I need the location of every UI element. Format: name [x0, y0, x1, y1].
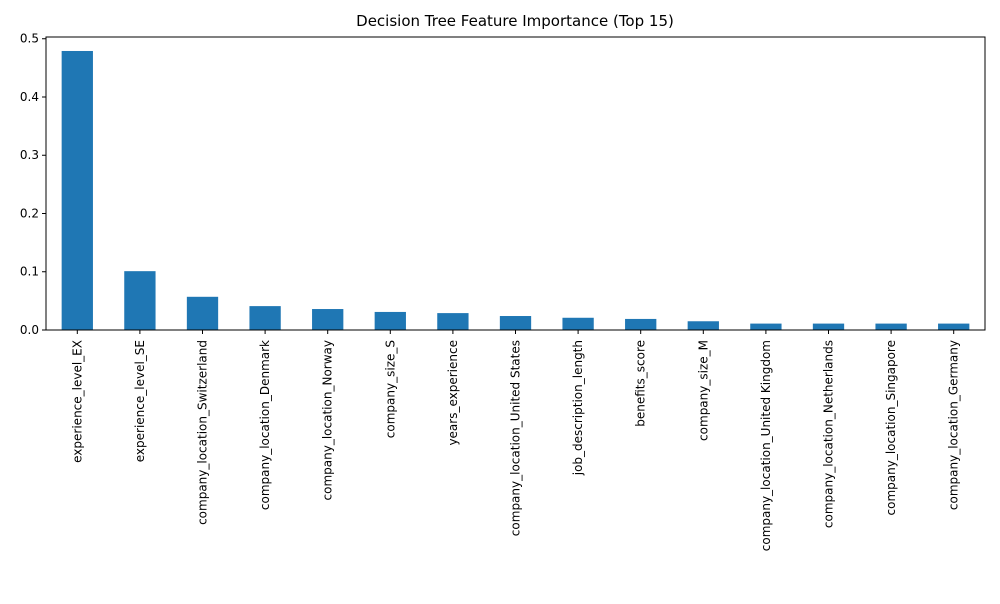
x-axis: experience_level_EX experience_level_SE co… — [70, 330, 961, 551]
bar-company-location-germany — [938, 323, 970, 330]
x-tick-label: company_size_S — [383, 340, 397, 438]
bar-years-experience — [437, 313, 469, 330]
bar-benefits-score — [625, 318, 657, 330]
bar-experience-level-ex — [61, 50, 93, 331]
chart-title: Decision Tree Feature Importance (Top 15… — [356, 12, 674, 30]
x-tick-label: company_location_Norway — [321, 340, 335, 500]
y-tick-label: 0.2 — [20, 206, 39, 220]
x-tick-label: company_location_Denmark — [258, 340, 272, 510]
bar-company-location-united-states — [499, 316, 532, 330]
bar-experience-level-se — [124, 271, 156, 330]
x-tick-label: company_location_Switzerland — [196, 340, 210, 525]
x-tick-label: experience_level_EX — [70, 340, 84, 463]
bar-company-location-norway — [312, 309, 344, 330]
x-tick-label: company_size_M — [696, 340, 710, 441]
x-tick-label: experience_level_SE — [133, 340, 147, 462]
x-tick-label: years_experience — [446, 340, 460, 446]
x-tick-label: company_location_Netherlands — [822, 340, 836, 528]
plot-frame — [45, 36, 986, 331]
x-tick-label: company_location_United Kingdom — [759, 340, 773, 551]
bar-company-size-s — [374, 311, 406, 330]
bar-company-location-united-kingdom — [750, 323, 782, 330]
x-tick-label: company_location_Germany — [947, 340, 961, 510]
y-tick-label: 0.0 — [20, 323, 39, 337]
bar-company-size-m — [687, 321, 719, 330]
bar-company-location-denmark — [249, 306, 281, 330]
x-tick-label: company_location_Singapore — [884, 340, 898, 515]
y-tick-label: 0.5 — [20, 32, 39, 46]
y-tick-label: 0.1 — [20, 265, 39, 279]
y-tick-label: 0.3 — [20, 148, 39, 162]
y-tick-label: 0.4 — [20, 90, 39, 104]
y-axis: 0.0 0.1 0.2 0.3 0.4 0.5 — [20, 32, 46, 337]
bar-company-location-netherlands — [812, 323, 845, 330]
x-tick-label: company_location_United States — [509, 340, 523, 536]
x-tick-label: job_description_length — [571, 340, 585, 476]
bar-company-location-switzerland — [186, 296, 219, 330]
x-tick-label: benefits_score — [634, 340, 648, 427]
bar-job-description-length — [562, 317, 594, 330]
bar-company-location-singapore — [875, 323, 907, 330]
bars-layer — [61, 50, 970, 331]
